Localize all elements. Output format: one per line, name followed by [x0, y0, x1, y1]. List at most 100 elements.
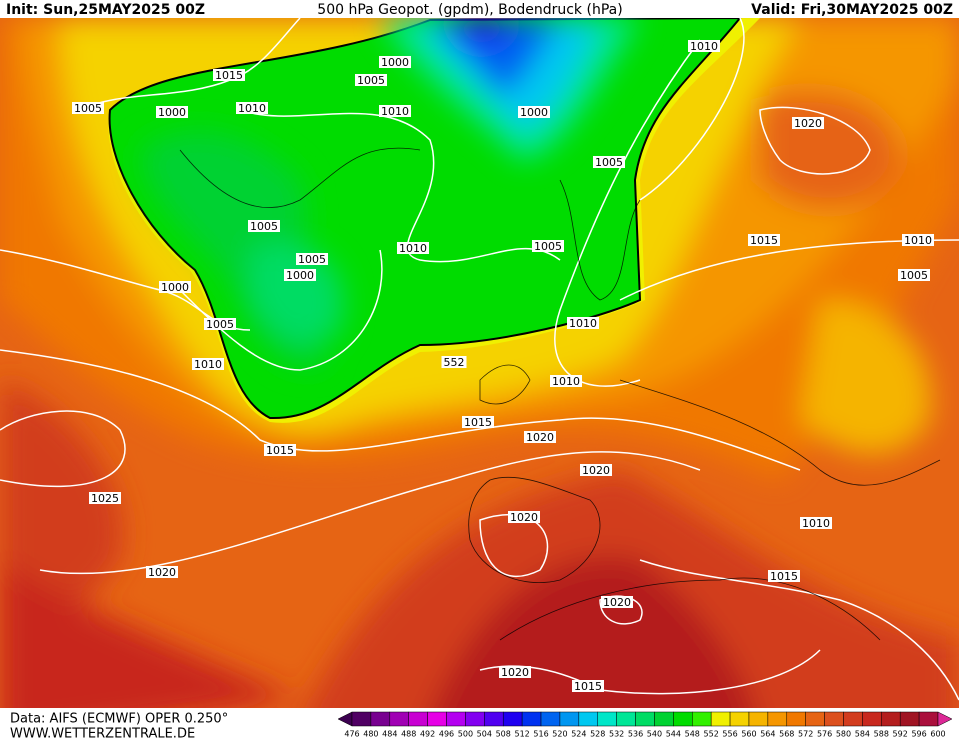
- colorbar-box: [673, 711, 693, 727]
- colorbar-label: 556: [722, 730, 737, 739]
- colorbar-label: 580: [836, 730, 851, 739]
- colorbar-label: 520: [552, 730, 567, 739]
- isobar-label-bg: [236, 102, 268, 114]
- colorbar-label: 508: [496, 730, 511, 739]
- colorbar-box: [446, 711, 466, 727]
- isobar-label-bg: [296, 253, 328, 265]
- colorbar-label: 512: [514, 730, 529, 739]
- colorbar-box: [521, 711, 542, 727]
- isobar-label-bg: [204, 318, 236, 330]
- colorbar-box: [710, 711, 731, 727]
- colorbar-label: 572: [798, 730, 813, 739]
- colorbar-label: 500: [458, 730, 473, 739]
- isobar-label: 1020: [603, 596, 631, 609]
- colorbar-label: 552: [704, 730, 719, 739]
- colorbar-box: [540, 711, 561, 727]
- isobar-label: 1015: [215, 69, 243, 82]
- colorbar-box: [597, 711, 617, 727]
- colorbar-label: 544: [666, 730, 681, 739]
- colorbar-box: [824, 711, 844, 727]
- isobar-label: 1000: [161, 281, 189, 294]
- isobar-label-bg: [572, 680, 604, 692]
- isobar-label: 1000: [286, 269, 314, 282]
- colorbar-label: 596: [911, 730, 926, 739]
- isobar-label: 1005: [534, 240, 562, 253]
- isobar-label-bg: [580, 464, 612, 476]
- colorbar-label: 568: [779, 730, 794, 739]
- colorbar-label: 592: [893, 730, 908, 739]
- isobar-label: 1020: [526, 431, 554, 444]
- isobar-label-bg: [550, 375, 582, 387]
- colorbar-label: 560: [741, 730, 756, 739]
- isobar-label: 1000: [158, 106, 186, 119]
- isobar-label-bg: [397, 242, 429, 254]
- colorbar-label: 588: [874, 730, 889, 739]
- colorbar-box: [484, 711, 504, 727]
- colorbar-box: [692, 711, 712, 727]
- isobar-label-bg: [156, 106, 188, 118]
- colorbar-label: 476: [344, 730, 359, 739]
- site: WWW.WETTERZENTRALE.DE: [10, 727, 195, 742]
- isobar-label-bg: [213, 69, 245, 81]
- isobar-label-bg: [688, 40, 720, 52]
- isobar-label-bg: [567, 317, 599, 329]
- isobar-label: 1005: [298, 253, 326, 266]
- init-time: Init: Sun,25MAY2025 00Z: [6, 2, 205, 18]
- isobar-label: 1020: [510, 511, 538, 524]
- colorbar-box: [729, 711, 750, 727]
- map-title: 500 hPa Geopot. (gpdm), Bodendruck (hPa): [317, 2, 622, 18]
- isobar-label: 1025: [91, 492, 119, 505]
- isobar-label: 1015: [266, 444, 294, 457]
- data-source: Data: AIFS (ECMWF) OPER 0.250°: [10, 712, 228, 727]
- colorbar-box: [559, 711, 580, 727]
- colorbar-box: [881, 711, 901, 727]
- isobar-label-bg: [601, 596, 633, 608]
- isobar-label-bg: [792, 117, 824, 129]
- colorbar-label: 528: [590, 730, 605, 739]
- colorbar-label: 524: [571, 730, 586, 739]
- isobar-label-bg: [379, 105, 411, 117]
- colorbar-label: 564: [760, 730, 775, 739]
- colorbar-box: [578, 711, 598, 727]
- colorbar-box: [351, 711, 372, 727]
- isobar-label: 1010: [552, 375, 580, 388]
- isobar-label: 1010: [399, 242, 427, 255]
- colorbar-box: [370, 711, 391, 727]
- isobar-label: 1010: [904, 234, 932, 247]
- isobar-label-bg: [284, 269, 316, 281]
- colorbar-box: [918, 711, 939, 727]
- colorbar-label: 484: [382, 730, 397, 739]
- isobar-label-bg: [192, 358, 224, 370]
- isobar-label-bg: [462, 416, 494, 428]
- isobar-label: 1015: [574, 680, 602, 693]
- colorbar-box: [899, 711, 920, 727]
- colorbar-box: [654, 711, 674, 727]
- isobar-label: 1020: [148, 566, 176, 579]
- isobar-label: 1000: [520, 106, 548, 119]
- colorbar-box: [843, 711, 863, 727]
- isobar-label-bg: [159, 281, 191, 293]
- isobar-label: 1005: [206, 318, 234, 331]
- colorbar-label: 492: [420, 730, 435, 739]
- colorbar-box: [767, 711, 788, 727]
- colorbar-label: 540: [647, 730, 662, 739]
- colorbar-label: 480: [363, 730, 378, 739]
- isobar-label: 1005: [900, 269, 928, 282]
- isobar-label: 1015: [750, 234, 778, 247]
- isobar-label-bg: [441, 356, 467, 368]
- colorbar-box: [786, 711, 806, 727]
- isobar-label: 1020: [582, 464, 610, 477]
- isobar-label: 1010: [238, 102, 266, 115]
- isobar-label-bg: [800, 517, 832, 529]
- isobar-label: 1010: [194, 358, 222, 371]
- colorbar-arrow-right: [937, 711, 953, 727]
- isobar-label: 552: [444, 356, 465, 369]
- isobar-label-bg: [89, 492, 121, 504]
- isobar-label-bg: [355, 74, 387, 86]
- colorbar-box: [389, 711, 409, 727]
- isobar-label-bg: [748, 234, 780, 246]
- colorbar-label: 488: [401, 730, 416, 739]
- isobar-label: 1010: [381, 105, 409, 118]
